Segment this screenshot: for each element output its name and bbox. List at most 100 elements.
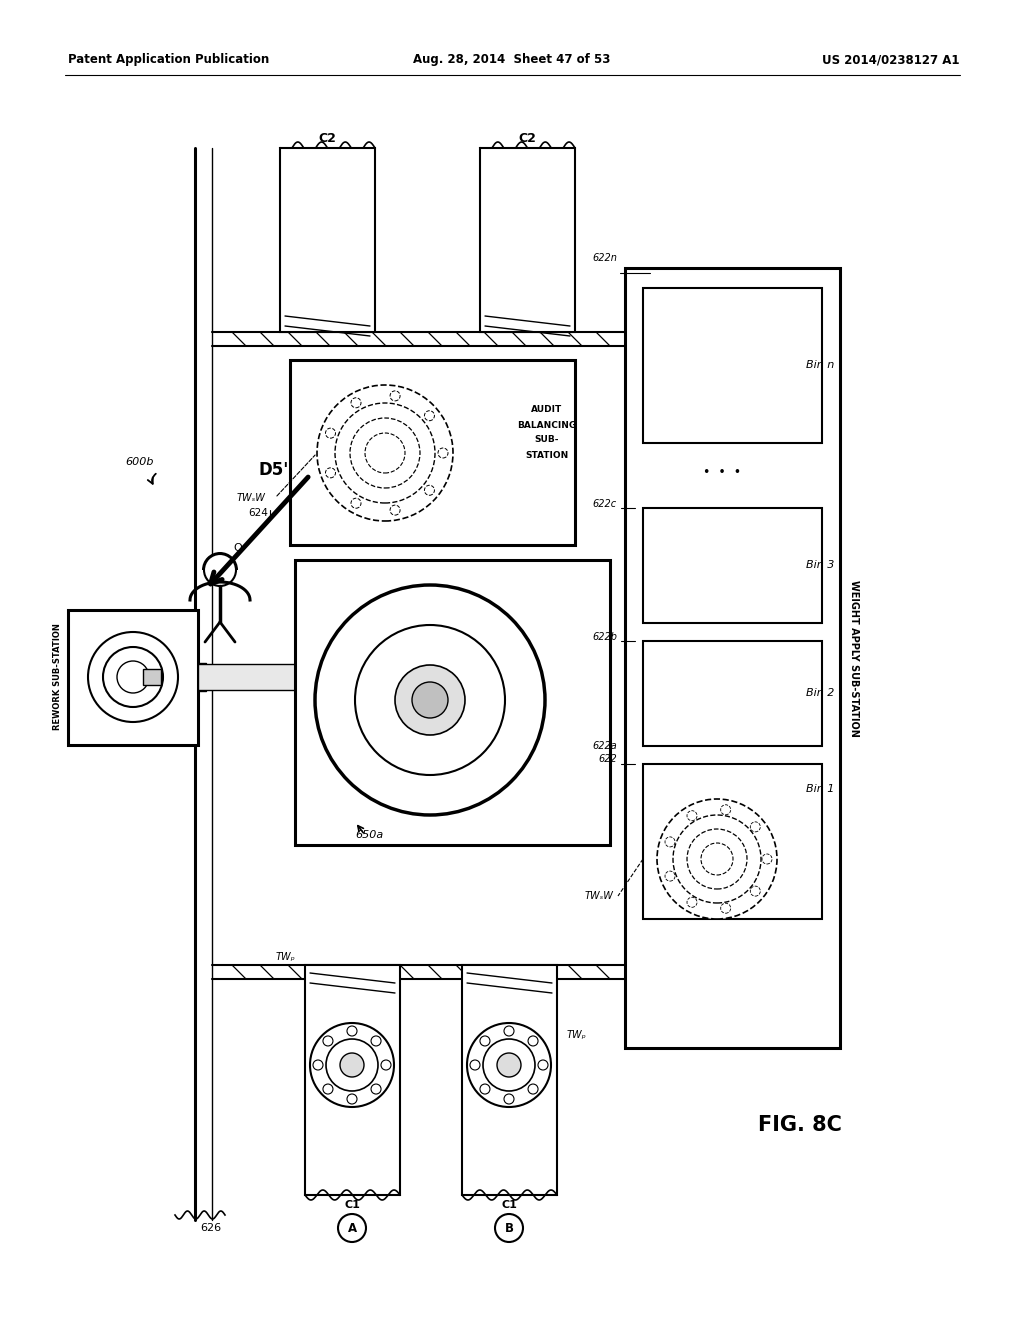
Text: 622c: 622c <box>593 499 617 510</box>
Circle shape <box>470 1060 480 1071</box>
Circle shape <box>326 428 336 438</box>
Text: 650a: 650a <box>355 830 383 840</box>
Circle shape <box>504 1094 514 1104</box>
Text: •  •  •: • • • <box>702 466 741 479</box>
Text: Aug. 28, 2014  Sheet 47 of 53: Aug. 28, 2014 Sheet 47 of 53 <box>414 54 610 66</box>
Circle shape <box>340 1053 364 1077</box>
Circle shape <box>355 624 505 775</box>
Circle shape <box>687 829 746 888</box>
Circle shape <box>347 1026 357 1036</box>
Circle shape <box>351 397 361 408</box>
Text: Patent Application Publication: Patent Application Publication <box>68 54 269 66</box>
Circle shape <box>495 1214 523 1242</box>
Circle shape <box>480 1036 489 1045</box>
Text: Bin 3: Bin 3 <box>806 560 835 570</box>
Circle shape <box>338 1214 366 1242</box>
Text: A: A <box>347 1221 356 1234</box>
Text: 622n: 622n <box>592 253 617 263</box>
Text: 622: 622 <box>598 754 617 764</box>
Text: Bin 2: Bin 2 <box>806 688 835 698</box>
Circle shape <box>721 805 731 814</box>
Circle shape <box>665 871 675 882</box>
Circle shape <box>528 1036 538 1045</box>
Circle shape <box>335 403 435 503</box>
Circle shape <box>204 554 236 586</box>
Circle shape <box>665 837 675 847</box>
Circle shape <box>310 1023 394 1107</box>
Bar <box>625 268 840 1048</box>
Text: US 2014/0238127 A1: US 2014/0238127 A1 <box>822 54 961 66</box>
Bar <box>143 669 161 685</box>
Circle shape <box>721 903 731 913</box>
Bar <box>305 965 400 1195</box>
Text: BALANCING: BALANCING <box>517 421 577 429</box>
Text: O: O <box>233 543 243 553</box>
Circle shape <box>103 647 163 708</box>
Text: C2: C2 <box>518 132 536 144</box>
Text: AUDIT: AUDIT <box>531 405 562 414</box>
Circle shape <box>326 467 336 478</box>
Bar <box>68 610 198 744</box>
Circle shape <box>371 1036 381 1045</box>
Circle shape <box>350 418 420 488</box>
Circle shape <box>483 1039 535 1092</box>
Circle shape <box>323 1036 333 1045</box>
Text: 622a: 622a <box>592 741 617 751</box>
Bar <box>643 764 822 919</box>
Circle shape <box>424 411 434 421</box>
Circle shape <box>687 810 697 821</box>
Circle shape <box>701 843 733 875</box>
Circle shape <box>351 498 361 508</box>
Circle shape <box>657 799 777 919</box>
Circle shape <box>528 1084 538 1094</box>
Circle shape <box>313 1060 323 1071</box>
Bar <box>430 642 492 711</box>
Circle shape <box>390 506 400 515</box>
Bar <box>643 642 822 746</box>
Bar <box>290 360 575 545</box>
Text: TWₚ: TWₚ <box>567 1030 587 1040</box>
Circle shape <box>317 385 453 521</box>
Text: WEIGHT APPLY SUB-STATION: WEIGHT APPLY SUB-STATION <box>849 579 859 737</box>
Circle shape <box>538 1060 548 1071</box>
Circle shape <box>365 433 406 473</box>
Circle shape <box>381 1060 391 1071</box>
Text: SUB-: SUB- <box>535 436 559 445</box>
Circle shape <box>315 585 545 814</box>
Circle shape <box>497 1053 521 1077</box>
Circle shape <box>751 886 760 896</box>
Text: FIG. 8C: FIG. 8C <box>758 1115 842 1135</box>
Circle shape <box>751 822 760 832</box>
Text: 600b: 600b <box>125 457 154 467</box>
Bar <box>462 965 557 1195</box>
Text: D5': D5' <box>258 461 289 479</box>
Circle shape <box>412 682 449 718</box>
Wedge shape <box>202 552 238 570</box>
Circle shape <box>480 1084 489 1094</box>
Text: C2: C2 <box>318 132 336 144</box>
Bar <box>198 664 430 690</box>
Circle shape <box>467 1023 551 1107</box>
Text: REWORK SUB-STATION: REWORK SUB-STATION <box>53 623 62 730</box>
Circle shape <box>673 814 761 903</box>
Text: 622b: 622b <box>592 632 617 642</box>
Bar <box>643 288 822 444</box>
Text: 624: 624 <box>248 508 268 517</box>
Circle shape <box>323 1084 333 1094</box>
Text: B: B <box>505 1221 513 1234</box>
Text: C1: C1 <box>501 1200 517 1210</box>
Circle shape <box>395 665 465 735</box>
Circle shape <box>371 1084 381 1094</box>
Circle shape <box>326 1039 378 1092</box>
Text: Bin 1: Bin 1 <box>806 784 835 795</box>
Text: 626: 626 <box>200 1224 221 1233</box>
Text: Bin n: Bin n <box>806 360 835 370</box>
Circle shape <box>424 486 434 495</box>
Bar <box>480 148 575 333</box>
Text: STATION: STATION <box>525 450 568 459</box>
Circle shape <box>117 661 150 693</box>
Circle shape <box>438 447 449 458</box>
Circle shape <box>88 632 178 722</box>
Bar <box>295 560 610 845</box>
Circle shape <box>504 1026 514 1036</box>
